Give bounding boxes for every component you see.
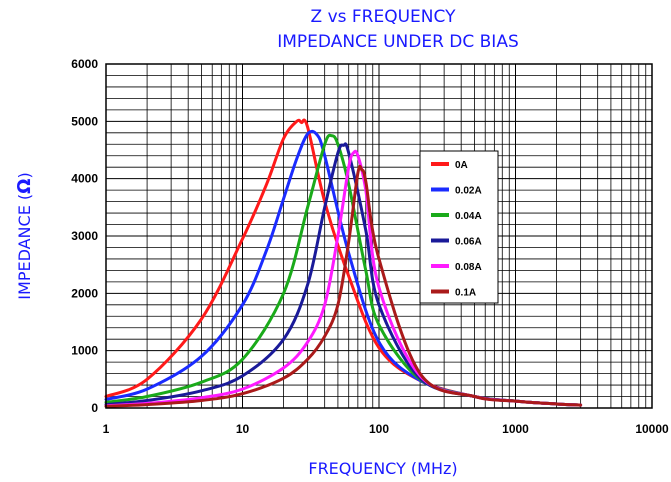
plot-frame [105, 63, 653, 409]
x-tick-label: 10 [236, 422, 250, 436]
chart-subtitle: IMPEDANCE UNDER DC BIAS [277, 32, 519, 52]
y-tick-label: 1000 [71, 344, 98, 358]
y-tick-label: 5000 [71, 114, 98, 128]
legend-box [419, 150, 499, 304]
x-axis-title: FREQUENCY (MHz) [308, 459, 457, 478]
y-axis-unit: Ω [14, 179, 35, 194]
y-tick-label: 3000 [71, 229, 98, 243]
y-tick-label: 4000 [71, 172, 98, 186]
legend-label: 0A [455, 160, 468, 171]
y-axis-title-close: ) [15, 172, 34, 178]
legend-label: 0.1A [455, 288, 476, 299]
y-axis-title: IMPEDANCE (Ω) [14, 172, 35, 299]
legend-label: 0.02A [455, 186, 482, 197]
x-tick-label: 1 [103, 422, 110, 436]
x-tick-label: 100 [369, 422, 389, 436]
legend-label: 0.08A [455, 262, 482, 273]
y-tick-label: 6000 [71, 57, 98, 71]
grid [105, 63, 652, 409]
chart-title: Z vs FREQUENCY [311, 7, 457, 27]
series-lines [104, 118, 583, 408]
x-tick-label: 10000 [635, 422, 669, 436]
tick-labels: 1 10 100 1000 10000 0 1000 2000 3000 4000 5000 6000 [71, 57, 669, 436]
legend-label: 0.06A [455, 237, 482, 248]
legend-label: 0.04A [455, 211, 482, 222]
x-tick-label: 1000 [502, 422, 529, 436]
svg-text:IMPEDANCE (Ω): IMPEDANCE (Ω) [14, 172, 35, 299]
series-line [104, 164, 583, 408]
y-tick-label: 2000 [71, 286, 98, 300]
y-tick-label: 0 [91, 401, 98, 415]
legend: 0A 0.02A 0.04A 0.06A 0.08A 0.1A [419, 150, 499, 304]
y-axis-title-text: IMPEDANCE ( [15, 194, 34, 300]
